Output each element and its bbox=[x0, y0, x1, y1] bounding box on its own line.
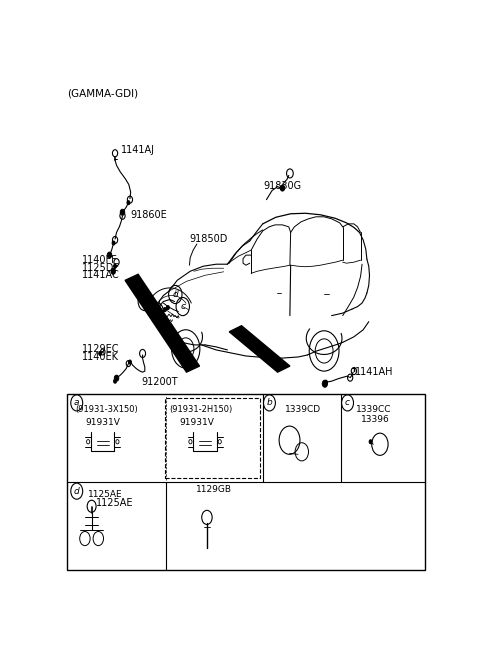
Text: 91860E: 91860E bbox=[130, 210, 167, 220]
Text: 1140EK: 1140EK bbox=[83, 352, 120, 362]
Text: 91200T: 91200T bbox=[141, 377, 178, 387]
Circle shape bbox=[129, 360, 132, 364]
Text: 1339CC: 1339CC bbox=[356, 405, 391, 414]
Circle shape bbox=[322, 380, 327, 387]
Polygon shape bbox=[125, 274, 200, 372]
Text: 1141AH: 1141AH bbox=[355, 367, 394, 377]
Text: 91931V: 91931V bbox=[179, 418, 214, 427]
Circle shape bbox=[107, 252, 112, 258]
Text: 1339CD: 1339CD bbox=[285, 405, 321, 414]
Text: c: c bbox=[180, 302, 185, 311]
Text: d: d bbox=[74, 487, 80, 496]
Text: a: a bbox=[74, 398, 80, 407]
Circle shape bbox=[369, 440, 372, 443]
Text: d: d bbox=[172, 290, 178, 299]
Text: 91850D: 91850D bbox=[190, 234, 228, 244]
Circle shape bbox=[114, 375, 119, 381]
Circle shape bbox=[114, 264, 117, 269]
Text: 1141AJ: 1141AJ bbox=[121, 145, 156, 155]
Text: b: b bbox=[142, 297, 148, 306]
Circle shape bbox=[127, 200, 130, 204]
Circle shape bbox=[280, 185, 285, 191]
Text: a: a bbox=[154, 307, 159, 316]
Circle shape bbox=[120, 209, 125, 215]
Text: c: c bbox=[345, 398, 350, 407]
Text: b: b bbox=[266, 398, 272, 407]
Text: 91931V: 91931V bbox=[85, 418, 120, 427]
Text: (91931-3X150): (91931-3X150) bbox=[76, 405, 138, 414]
Circle shape bbox=[111, 269, 115, 274]
Text: 91830G: 91830G bbox=[264, 181, 302, 191]
Circle shape bbox=[114, 379, 117, 383]
Circle shape bbox=[112, 241, 115, 245]
Text: 1129EC: 1129EC bbox=[83, 344, 120, 354]
Polygon shape bbox=[229, 326, 290, 372]
Text: (91931-2H150): (91931-2H150) bbox=[170, 405, 233, 414]
Text: 1141AC: 1141AC bbox=[83, 271, 120, 280]
Text: 1129GB: 1129GB bbox=[196, 485, 232, 494]
Text: 1140FF: 1140FF bbox=[83, 255, 118, 265]
Circle shape bbox=[167, 305, 169, 310]
Text: 1125AE: 1125AE bbox=[88, 490, 122, 499]
Circle shape bbox=[163, 308, 167, 312]
Text: (GAMMA-GDI): (GAMMA-GDI) bbox=[67, 88, 139, 99]
Text: 1125AE: 1125AE bbox=[96, 498, 133, 508]
Text: 13396: 13396 bbox=[361, 415, 390, 424]
Circle shape bbox=[324, 380, 327, 384]
Text: 1125DF: 1125DF bbox=[83, 263, 120, 272]
Circle shape bbox=[99, 352, 102, 356]
